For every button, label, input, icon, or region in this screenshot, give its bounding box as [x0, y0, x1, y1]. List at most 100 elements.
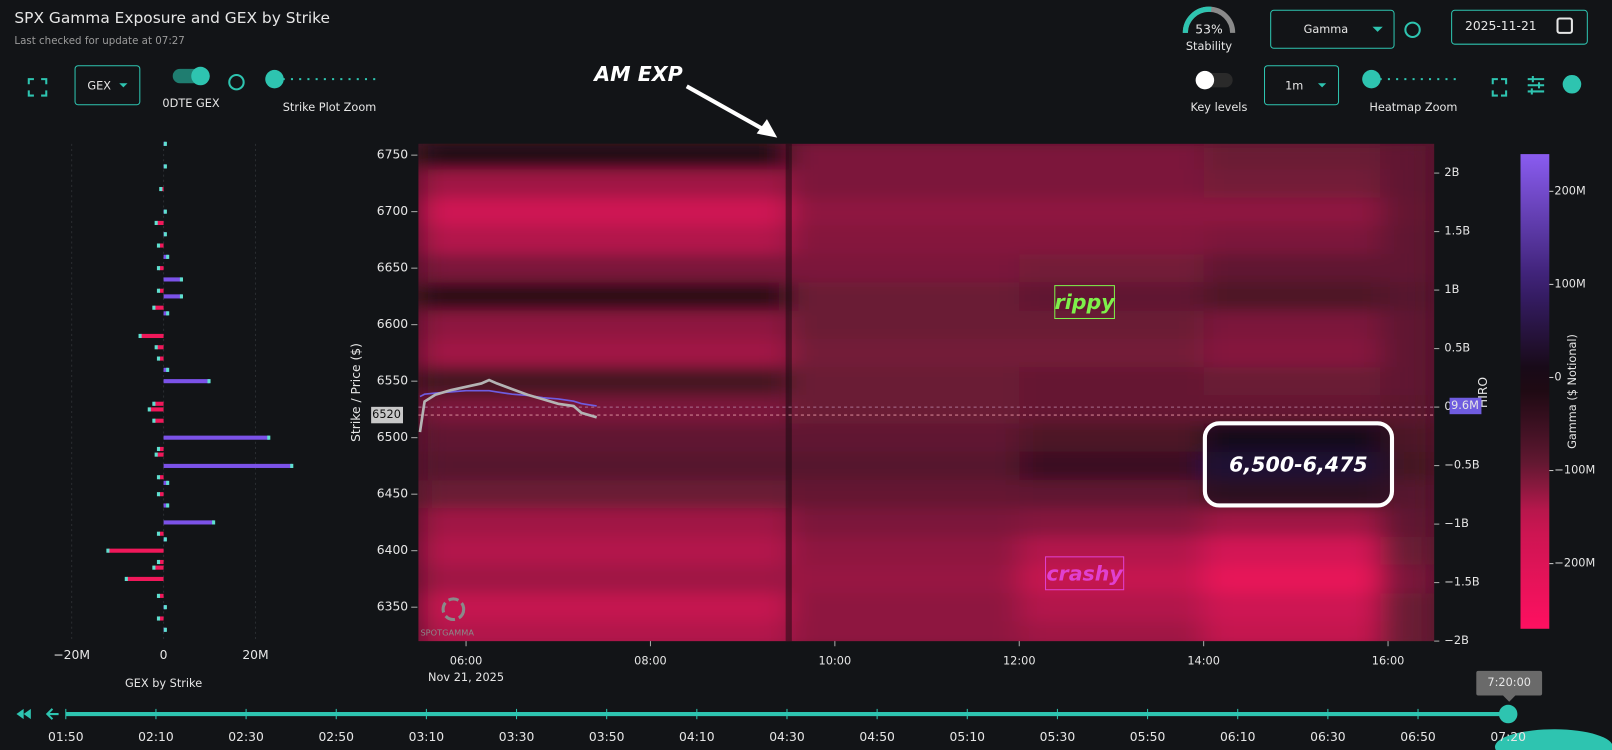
- heatmap-cell: [418, 197, 790, 227]
- bar-cap: [163, 232, 167, 237]
- gex-select-value[interactable]: GEX: [87, 79, 111, 92]
- bar: [163, 294, 182, 299]
- bar: [154, 565, 164, 570]
- crashy-box: [1045, 556, 1125, 591]
- heatmap-cell: [1019, 423, 1205, 453]
- heatmap-cell: [418, 310, 790, 340]
- expand-icon[interactable]: [27, 78, 48, 97]
- x-tick-label: 12:00: [1003, 655, 1036, 668]
- heatmap-cell: [1380, 169, 1435, 199]
- heatmap-cell: [788, 197, 1021, 227]
- y2-tick-label: 0: [1444, 400, 1451, 413]
- heatmap-cell: [1380, 254, 1435, 284]
- expand-icon[interactable]: [1491, 78, 1508, 97]
- bar: [156, 345, 164, 350]
- gex-select[interactable]: [74, 65, 141, 106]
- heatmap-cell: [1019, 480, 1205, 510]
- toggle-knob[interactable]: [1195, 70, 1215, 90]
- bar-cap: [163, 605, 167, 610]
- brand-logo: [441, 597, 466, 622]
- key-levels-label: Key levels: [1190, 101, 1247, 114]
- zoom-knob[interactable]: [265, 69, 284, 89]
- corner-button[interactable]: [1494, 729, 1612, 750]
- colorbar-label: Gamma ($ Notional): [1566, 334, 1579, 449]
- bar-cap: [163, 164, 167, 169]
- interval-select[interactable]: [1264, 65, 1340, 106]
- bar: [163, 480, 169, 485]
- bar: [149, 407, 164, 412]
- heatmap-cell: [418, 338, 790, 369]
- bar-cap: [179, 277, 183, 282]
- heatmap-cell: [1203, 282, 1382, 312]
- metric-select-value[interactable]: Gamma: [1304, 23, 1349, 36]
- heatmap-cell: [1203, 143, 1382, 171]
- bar: [161, 186, 164, 192]
- bar-cap: [154, 345, 158, 350]
- bar-cap: [159, 186, 163, 192]
- toggle-knob[interactable]: [191, 66, 210, 86]
- info-icon[interactable]: [1404, 21, 1421, 39]
- heatmap-cell: [788, 367, 1021, 397]
- heatmap-cell: [788, 395, 1021, 425]
- heatmap-cell: [1203, 536, 1382, 566]
- heatmap-cell: [1380, 338, 1435, 369]
- date-input[interactable]: [1451, 9, 1588, 45]
- heatmap-cell: [1019, 225, 1205, 256]
- heatmap-cell: [418, 423, 790, 453]
- heatmap-cell: [1019, 143, 1205, 171]
- heatmap-cell: [418, 254, 790, 284]
- back-button[interactable]: [45, 708, 59, 720]
- bar-cap: [212, 520, 216, 525]
- heatmap-cell: [1380, 621, 1435, 642]
- date-value[interactable]: 2025-11-21: [1465, 19, 1537, 33]
- settings-icon[interactable]: [1527, 76, 1545, 95]
- crashy-label: crashy: [1046, 561, 1124, 585]
- bar-cap: [154, 220, 158, 225]
- heatmap-cell: [1203, 254, 1382, 284]
- heatmap-cell: [788, 508, 1021, 538]
- heatmap-cell: [418, 593, 790, 623]
- heatmap-cell: [1380, 564, 1435, 595]
- bar-cap: [138, 333, 142, 339]
- bar: [163, 435, 270, 440]
- x-tick-label: 14:00: [1187, 655, 1220, 668]
- heatmap-cells: [418, 143, 1435, 642]
- rewind-button[interactable]: [16, 708, 31, 720]
- timeline-label: 04:30: [769, 730, 805, 744]
- bar: [156, 220, 164, 225]
- x-tick-label: 08:00: [634, 655, 667, 668]
- bar: [163, 311, 169, 316]
- timeline-label: 03:10: [409, 730, 445, 744]
- heatmap-cell: [418, 143, 790, 171]
- y2-tick-label: −2B: [1444, 634, 1468, 647]
- contrast-icon[interactable]: [1562, 75, 1582, 94]
- info-icon[interactable]: [228, 73, 245, 91]
- odte-label: 0DTE GEX: [162, 97, 219, 110]
- colorbar: [1520, 154, 1550, 629]
- zoom-knob[interactable]: [1362, 69, 1381, 89]
- x-tick-label: 06:00: [450, 655, 483, 668]
- y2-tick-label: −1.5B: [1444, 576, 1479, 589]
- caret: [1317, 83, 1327, 88]
- heatmap-cell: [1380, 143, 1435, 171]
- caret: [1372, 26, 1383, 32]
- y-tick-label: 6350: [377, 600, 409, 614]
- timeline-label: 02:30: [228, 730, 264, 744]
- bar-cap: [124, 576, 128, 581]
- bar: [158, 616, 164, 621]
- bar: [156, 452, 164, 457]
- price-series: [418, 378, 598, 433]
- stability-caption: Stability: [1186, 40, 1233, 53]
- bar: [154, 418, 164, 423]
- metric-select[interactable]: [1270, 9, 1395, 49]
- heatmap-cell: [418, 508, 790, 538]
- timeline-tooltip: [1476, 670, 1543, 696]
- heatmap-cell: [418, 169, 790, 199]
- bar-cap: [154, 452, 158, 457]
- bar-cap: [152, 565, 156, 570]
- heatmap-cell: [1019, 508, 1205, 538]
- bar-cap: [267, 435, 271, 440]
- interval-value[interactable]: 1m: [1285, 79, 1303, 92]
- calendar-icon[interactable]: [1556, 17, 1573, 34]
- timeline-current: 7:20:00: [1487, 676, 1531, 689]
